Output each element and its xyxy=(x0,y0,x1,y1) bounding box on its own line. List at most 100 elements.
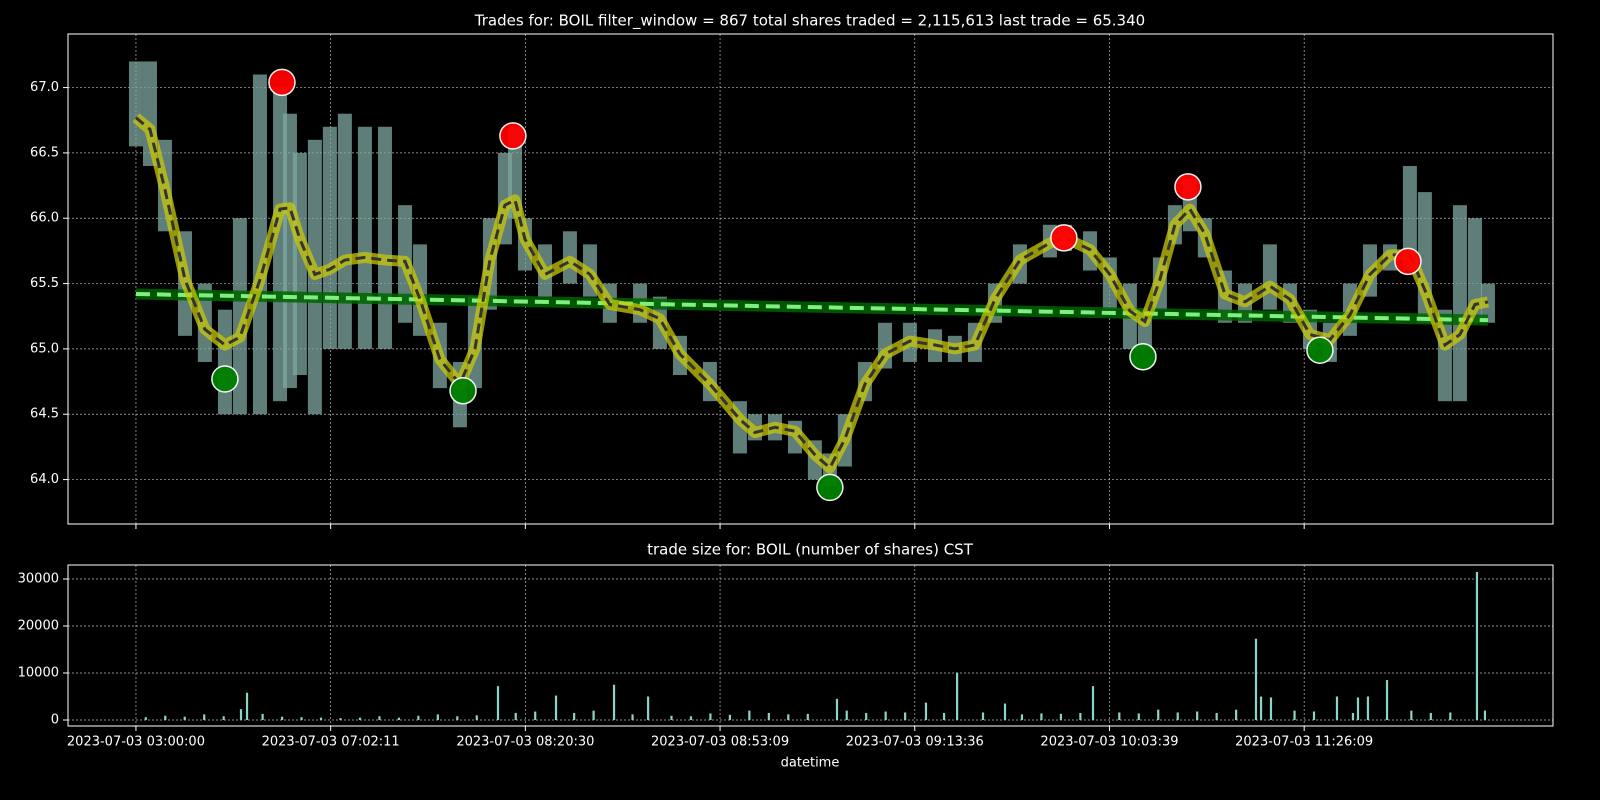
peak-marker xyxy=(1050,224,1078,252)
bar xyxy=(436,714,439,720)
trade-range xyxy=(1402,165,1417,271)
y-tick-label: 10000 xyxy=(18,666,59,681)
trade-range xyxy=(252,74,267,415)
x-tick-label: 2023-07-03 10:03:39 xyxy=(1040,735,1178,750)
bar xyxy=(144,717,147,720)
chart-title: Trades for: BOIL filter_window = 867 tot… xyxy=(474,12,1145,31)
bar xyxy=(981,712,985,720)
bar xyxy=(397,717,401,720)
bar xyxy=(1091,686,1095,720)
bar xyxy=(1040,713,1043,720)
x-tick-label: 2023-07-03 07:02:11 xyxy=(262,735,400,750)
bar xyxy=(183,716,186,720)
bar xyxy=(1003,703,1007,720)
x-tick-label: 2023-07-03 11:26:09 xyxy=(1235,735,1373,750)
bar xyxy=(1215,712,1218,720)
bar xyxy=(592,710,595,720)
bar xyxy=(378,716,381,720)
bar xyxy=(1366,696,1370,720)
trade-range xyxy=(1452,205,1467,402)
bar xyxy=(865,712,868,720)
bar xyxy=(1259,696,1263,720)
bar xyxy=(1429,712,1432,720)
y-tick-label: 30000 xyxy=(18,572,59,587)
trade-range xyxy=(217,309,232,415)
bar xyxy=(417,715,420,720)
bar xyxy=(1335,696,1339,720)
bar xyxy=(1079,712,1082,720)
bar xyxy=(261,713,264,720)
bar xyxy=(222,716,225,720)
bar xyxy=(748,710,751,720)
bar xyxy=(631,714,634,720)
bar xyxy=(475,715,478,720)
trade-range xyxy=(377,126,392,349)
trade-range xyxy=(292,152,307,376)
trade-range xyxy=(1467,218,1482,323)
bar xyxy=(612,684,616,720)
trade-range xyxy=(1262,244,1277,310)
bar xyxy=(1385,680,1389,720)
bar xyxy=(1269,697,1273,720)
y-tick-label: 20000 xyxy=(18,619,59,634)
smoothed-line xyxy=(134,116,1489,471)
bar xyxy=(845,710,848,720)
trade-range xyxy=(322,126,337,349)
bar xyxy=(1059,713,1062,720)
trough-marker xyxy=(816,473,844,502)
y-tick-label: 64.0 xyxy=(30,472,59,487)
trend-line xyxy=(135,292,1489,323)
bar xyxy=(767,712,770,720)
bar xyxy=(1312,711,1316,720)
peak-marker xyxy=(1394,247,1422,276)
bar xyxy=(280,716,284,720)
bar xyxy=(956,672,959,720)
x-tick-label: 2023-07-03 03:00:00 xyxy=(67,735,205,750)
trade-range xyxy=(357,126,372,349)
peak-marker xyxy=(1174,173,1202,201)
bar xyxy=(300,717,303,720)
bar xyxy=(1475,571,1479,720)
bar xyxy=(554,695,558,720)
bar xyxy=(787,714,790,720)
bar xyxy=(534,711,537,720)
bar xyxy=(1410,710,1413,720)
bar xyxy=(1157,709,1160,720)
bar xyxy=(1351,712,1355,720)
trade-range xyxy=(337,113,352,349)
bar xyxy=(1235,709,1238,720)
bar xyxy=(239,709,243,720)
y-tick-label: 64.5 xyxy=(30,407,59,422)
bar xyxy=(1196,711,1199,720)
bar xyxy=(164,715,167,720)
bar xyxy=(1356,697,1360,720)
bar xyxy=(1118,712,1121,720)
trough-marker xyxy=(1129,342,1157,371)
bar xyxy=(358,717,362,720)
bar xyxy=(1176,712,1179,720)
x-tick-label: 2023-07-03 09:13:36 xyxy=(846,735,984,750)
bar xyxy=(245,692,249,720)
trade-range xyxy=(508,126,523,219)
y-tick-label: 65.0 xyxy=(30,341,59,356)
x-tick-label: 2023-07-03 08:20:30 xyxy=(456,735,594,750)
bar xyxy=(1449,712,1452,720)
peak-marker xyxy=(268,68,296,97)
y-tick-label: 0 xyxy=(51,712,59,727)
bar xyxy=(942,712,946,720)
bar xyxy=(1293,710,1296,720)
bar xyxy=(884,711,887,720)
y-tick-label: 66.5 xyxy=(30,145,59,160)
bar xyxy=(456,716,459,720)
y-tick-label: 65.5 xyxy=(30,276,59,291)
bar xyxy=(835,698,839,720)
bar xyxy=(806,713,809,720)
bar xyxy=(728,714,731,720)
bar xyxy=(1254,638,1258,720)
chart-title: trade size for: BOIL (number of shares) … xyxy=(647,541,974,559)
bar xyxy=(573,712,576,720)
trough-marker xyxy=(211,365,239,393)
trade-range xyxy=(128,61,143,147)
x-axis-label: datetime xyxy=(781,756,840,771)
bar xyxy=(203,714,206,720)
